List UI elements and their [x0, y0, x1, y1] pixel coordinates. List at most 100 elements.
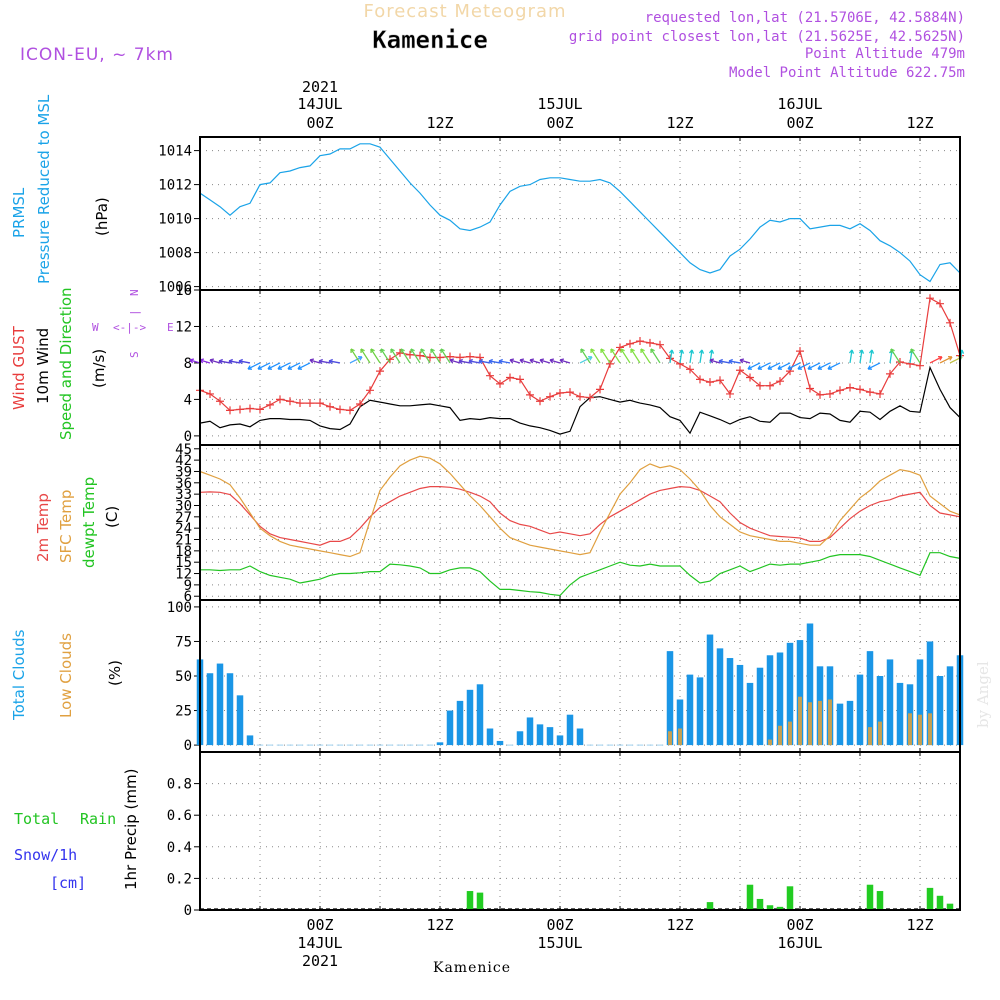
total-cloud-bar	[546, 727, 554, 746]
wind-arrow-head	[350, 348, 355, 353]
top-hour-label: 00Z	[306, 114, 333, 132]
wind-arrow-head	[580, 348, 585, 353]
y-tick-label: 100	[167, 600, 192, 616]
low-cloud-bar	[788, 721, 792, 746]
low-cloud-bar	[868, 727, 872, 746]
gust-marker	[516, 375, 524, 384]
wind-arrow-head	[600, 348, 605, 353]
y-tick-label: 1014	[158, 144, 192, 160]
wind-arrow-head	[848, 349, 855, 354]
gust-marker	[916, 361, 924, 370]
panel-frame	[199, 751, 961, 911]
total-cloud-bar	[456, 700, 464, 746]
panel-2-marks	[189, 294, 965, 435]
rain-label-rain: Rain	[80, 810, 116, 828]
wind-arrow-head	[728, 358, 733, 365]
total-cloud-bar	[226, 673, 234, 746]
wind-arrow-head	[238, 358, 243, 365]
total-cloud-bar	[736, 664, 744, 746]
y-tick-label: 24	[175, 521, 192, 537]
low-cloud-bar	[818, 700, 822, 746]
wind-arrow-head	[610, 348, 615, 353]
wind-arrow-head	[287, 365, 293, 370]
wind-unit: (m/s)	[90, 349, 108, 388]
wind-arrow-head	[937, 355, 943, 361]
panel-1: 1006 1008 1010 1012 1014	[158, 136, 961, 296]
wind-arrow	[509, 359, 521, 364]
y-tick-label: 25	[175, 704, 192, 720]
wind-arrow	[630, 348, 641, 364]
gust-marker	[416, 351, 424, 360]
wind-arrow-head	[767, 365, 773, 370]
wind-arrow	[747, 362, 761, 370]
total-cloud-bar	[536, 724, 544, 746]
y-tick-label: 18	[175, 544, 192, 560]
total-cloud-bar	[466, 689, 474, 746]
y-tick-label: 39	[175, 464, 192, 480]
total-cloud-bar	[526, 717, 534, 746]
total-cloud-bar	[916, 659, 924, 746]
wind-arrow-head	[410, 348, 415, 353]
gust-marker	[556, 389, 564, 398]
wind-arrow-head	[257, 365, 263, 370]
gust-marker	[796, 347, 804, 356]
gridpoint-coords: grid point closest lon,lat (21.5625E, 42…	[569, 29, 965, 45]
total-cloud-bar	[566, 714, 574, 746]
total-cloud-bar	[436, 742, 444, 746]
model-label: ICON-EU, ~ 7km	[20, 45, 174, 65]
rain-bar	[866, 884, 874, 910]
y-tick-label: 0.8	[167, 777, 192, 793]
gust-marker	[346, 406, 354, 415]
wind-arrow	[600, 348, 611, 364]
compass-w: W	[92, 321, 99, 334]
wind-arrow-head	[709, 358, 715, 364]
y-tick-label: 30	[175, 498, 192, 514]
rain-bar	[706, 902, 714, 910]
low-cloud-bar	[928, 713, 932, 746]
wind-arrow-head	[620, 348, 625, 353]
y-tick-label: 1006	[158, 280, 192, 296]
pressure-label-name: Pressure Reduced to MSL	[35, 94, 53, 284]
requested-coords: requested lon,lat (21.5706E, 42.5884N)	[645, 10, 965, 26]
y-tick-label: 16	[175, 283, 192, 299]
gust-marker	[756, 381, 764, 390]
wind-arrow-head	[328, 358, 333, 365]
top-hour-label: 12Z	[906, 114, 933, 132]
gust-marker	[366, 386, 374, 395]
wind-arrow-head	[947, 355, 953, 361]
wind-arrow	[328, 360, 341, 364]
wind-arrow	[610, 348, 621, 364]
wind-arrow	[728, 360, 741, 364]
precip-unit: 1hr Precip (mm)	[122, 769, 140, 890]
gust-marker	[326, 402, 334, 411]
panel-5-marks	[200, 884, 960, 910]
gust-marker	[226, 406, 234, 415]
wind-arrow-head	[910, 348, 915, 353]
wind-arrow	[679, 349, 683, 364]
wind-arrow	[939, 356, 953, 364]
total-cloud-bar	[556, 735, 564, 746]
gust-marker	[616, 343, 624, 352]
top-hour-label: 12Z	[666, 114, 693, 132]
compass-s: S	[128, 351, 141, 358]
wind-arrow	[867, 362, 881, 370]
total-cloud-bar	[686, 674, 694, 746]
y-tick-label: 12	[175, 567, 192, 583]
y-tick-label: 36	[175, 476, 192, 492]
wind-arrow-head	[297, 365, 303, 370]
gust-marker	[206, 389, 214, 398]
compass-horizontal: <-|->	[113, 321, 146, 334]
wind-arrow-head	[777, 365, 783, 370]
y-tick-label: 45	[175, 442, 192, 458]
wind-arrow	[209, 359, 221, 364]
y-tick-label: 42	[175, 453, 192, 469]
bottom-hour-label: 12Z	[426, 916, 453, 934]
total-cloud-bar	[696, 677, 704, 746]
wind-arrow	[650, 348, 661, 364]
series-line-1	[199, 365, 961, 435]
wind-arrow-head	[277, 365, 283, 370]
wind-arrow-head	[498, 358, 503, 365]
total-cloud-bar	[866, 651, 874, 746]
